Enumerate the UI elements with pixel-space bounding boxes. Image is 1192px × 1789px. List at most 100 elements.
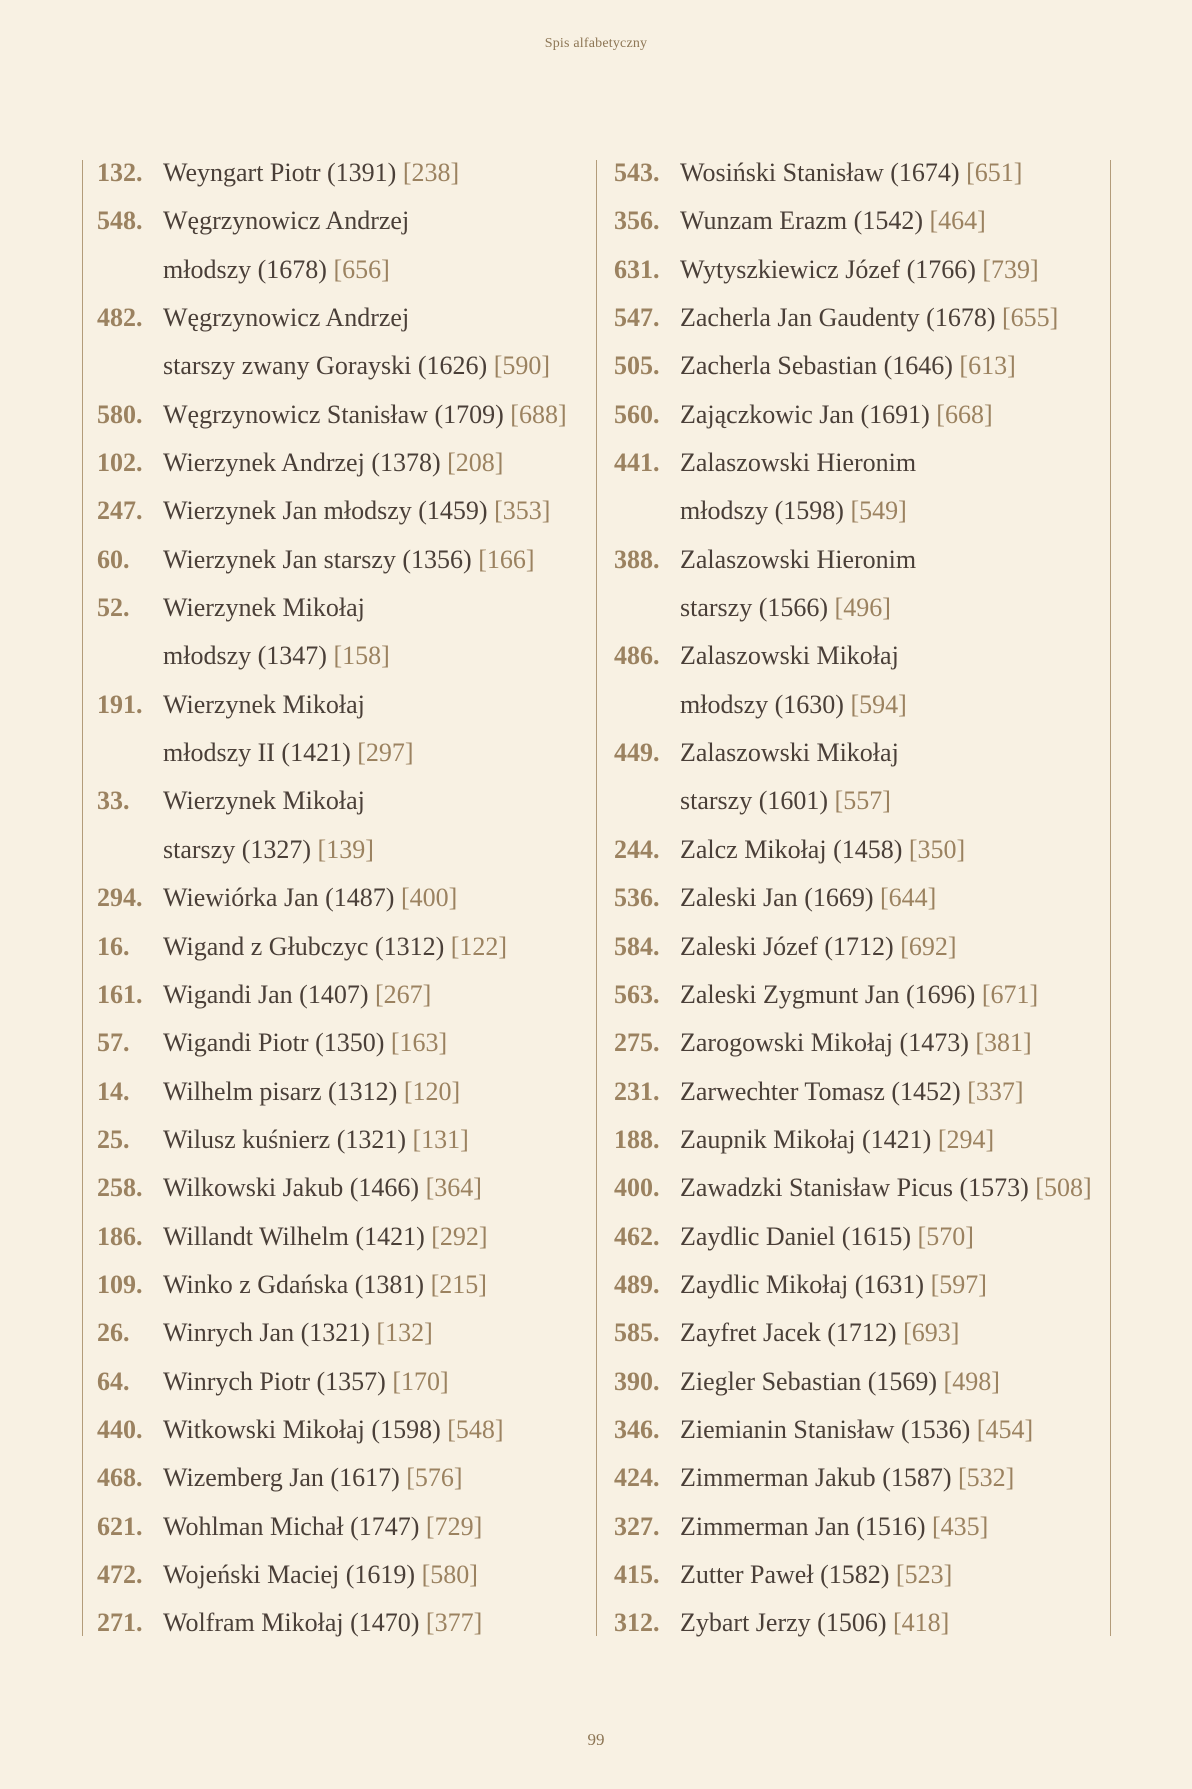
- entry-page-ref: [688]: [510, 399, 567, 429]
- entry-number: 505.: [614, 351, 660, 381]
- entry-number: 449.: [614, 738, 660, 768]
- entry-text: starszy (1327) [139]: [163, 826, 374, 874]
- entry-name-continuation: młodszy II: [163, 738, 275, 768]
- entry-number: 52.: [97, 593, 130, 623]
- entry-page-ref: [523]: [895, 1559, 953, 1589]
- entry-text: młodszy (1598) [549]: [680, 487, 907, 535]
- entry-page-ref: [139]: [317, 834, 374, 864]
- entry-page-ref: [166]: [478, 544, 535, 574]
- entry-year: (1378): [371, 448, 441, 478]
- running-header: Spis alfabetyczny: [544, 36, 648, 51]
- entry-number: 271.: [97, 1608, 143, 1638]
- entry-number: 346.: [614, 1414, 660, 1444]
- entry-year: (1601): [758, 786, 829, 816]
- entry-text: Zacherla Sebastian (1646) [613]: [680, 342, 1016, 390]
- entry-page-ref: [163]: [390, 1028, 448, 1058]
- entry-page-ref: [297]: [357, 738, 414, 768]
- entry-number: 14.: [97, 1076, 130, 1106]
- entry-name-continuation: starszy zwany Gorayski: [163, 351, 412, 381]
- entry-name: Wierzynek Mikołaj: [163, 786, 365, 816]
- entry-name-continuation: młodszy: [163, 641, 252, 671]
- entry-year: (1582): [820, 1559, 890, 1589]
- entry-page-ref: [381]: [975, 1028, 1032, 1058]
- entry-year: (1712): [824, 931, 894, 961]
- entry-year: (1747): [350, 1511, 420, 1541]
- entry-text: Zimmerman Jan (1516) [435]: [680, 1503, 988, 1551]
- entry-year: (1327): [241, 834, 312, 864]
- entry-number: 231.: [614, 1076, 660, 1106]
- entry-number: 548.: [97, 206, 143, 236]
- entry-number: 560.: [614, 399, 660, 429]
- entry-name: Zaydlic Daniel: [680, 1221, 836, 1251]
- entry-name: Zalaszowski Mikołaj: [680, 641, 899, 671]
- entry-name-continuation: młodszy: [163, 254, 252, 284]
- entry-number: 390.: [614, 1366, 660, 1396]
- entry-page-ref: [294]: [937, 1124, 995, 1154]
- entry-name: Wierzynek Andrzej: [163, 448, 365, 478]
- entry-page-ref: [576]: [406, 1463, 463, 1493]
- entry-text: Willandt Wilhelm (1421) [292]: [163, 1213, 488, 1261]
- entry-number: 536.: [614, 883, 660, 913]
- entry-text: Wierzynek Jan starszy (1356) [166]: [163, 536, 535, 584]
- entry-text: Zaydlic Mikołaj (1631) [597]: [680, 1261, 987, 1309]
- entry-page-ref: [120]: [403, 1076, 461, 1106]
- entry-text: Zybart Jerzy (1506) [418]: [680, 1599, 949, 1647]
- entry-text: Węgrzynowicz Andrzej: [163, 294, 409, 342]
- entry-year: (1542): [853, 206, 923, 236]
- entry-name: Wojeński Maciej: [163, 1559, 340, 1589]
- entry-year: (1566): [758, 593, 829, 623]
- entry-year: (1691): [860, 399, 930, 429]
- entry-page-ref: [238]: [402, 158, 460, 187]
- entry-page-ref: [400]: [400, 883, 458, 913]
- entry-name: Węgrzynowicz Andrzej: [163, 206, 410, 236]
- entry-page-ref: [377]: [425, 1608, 483, 1638]
- entry-text: Zaleski Jan (1669) [644]: [680, 874, 936, 922]
- entry-text: Zajączkowic Jan (1691) [668]: [680, 391, 993, 439]
- entry-number: 188.: [614, 1124, 660, 1154]
- entry-text: Zaleski Zygmunt Jan (1696) [671]: [680, 971, 1038, 1019]
- entry-name: Zimmerman Jan: [680, 1511, 850, 1541]
- entry-text: Zalaszowski Mikołaj: [680, 729, 899, 777]
- entry-number: 631.: [614, 254, 660, 284]
- entry-text: Wytyszkiewicz Józef (1766) [739]: [680, 246, 1039, 294]
- entry-text: Winko z Gdańska (1381) [215]: [163, 1261, 487, 1309]
- entry-page-ref: [337]: [967, 1076, 1024, 1106]
- entry-name: Wizemberg Jan: [163, 1463, 324, 1493]
- entry-year: (1766): [906, 254, 976, 284]
- entry-page-ref: [549]: [850, 496, 907, 526]
- entry-name: Wierzynek Mikołaj: [163, 593, 365, 623]
- entry-page-ref: [597]: [930, 1269, 987, 1299]
- entry-name: Wosiński Stanisław: [680, 158, 884, 187]
- entry-name: Wunzam Erazm: [680, 206, 848, 236]
- entry-page-ref: [158]: [333, 641, 390, 671]
- entry-year: (1712): [827, 1318, 897, 1348]
- entry-name: Zutter Paweł: [680, 1559, 814, 1589]
- entry-year: (1598): [371, 1414, 441, 1444]
- entry-name: Zacherla Sebastian: [680, 351, 878, 381]
- entry-number: 186.: [97, 1221, 143, 1251]
- entry-page-ref: [353]: [494, 496, 551, 526]
- entry-name: Ziegler Sebastian: [680, 1366, 862, 1396]
- entry-text: Winrych Jan (1321) [132]: [163, 1309, 433, 1357]
- entry-page-ref: [464]: [929, 206, 986, 236]
- entry-year: (1459): [418, 496, 488, 526]
- entry-name-continuation: starszy: [680, 593, 753, 623]
- entry-name: Zybart Jerzy: [680, 1608, 811, 1638]
- entry-text: młodszy II (1421) [297]: [163, 729, 414, 777]
- entry-text: Zayfret Jacek (1712) [693]: [680, 1309, 959, 1357]
- entry-year: (1669): [804, 883, 874, 913]
- entry-page-ref: [668]: [936, 399, 993, 429]
- entry-text: Wosiński Stanisław (1674) [651]: [680, 149, 1022, 197]
- entry-year: (1321): [300, 1318, 370, 1348]
- entry-text: Węgrzynowicz Stanisław (1709) [688]: [163, 391, 567, 439]
- entry-text: Wunzam Erazm (1542) [464]: [680, 197, 986, 245]
- entry-number: 294.: [97, 883, 143, 913]
- entry-number: 26.: [97, 1318, 130, 1348]
- entry-year: (1674): [890, 158, 960, 187]
- entry-page-ref: [435]: [932, 1511, 989, 1541]
- entry-year: (1487): [325, 883, 395, 913]
- entry-page-ref: [208]: [447, 448, 504, 478]
- entry-year: (1473): [899, 1028, 969, 1058]
- entry-number: 415.: [614, 1559, 660, 1589]
- entry-year: (1598): [774, 496, 844, 526]
